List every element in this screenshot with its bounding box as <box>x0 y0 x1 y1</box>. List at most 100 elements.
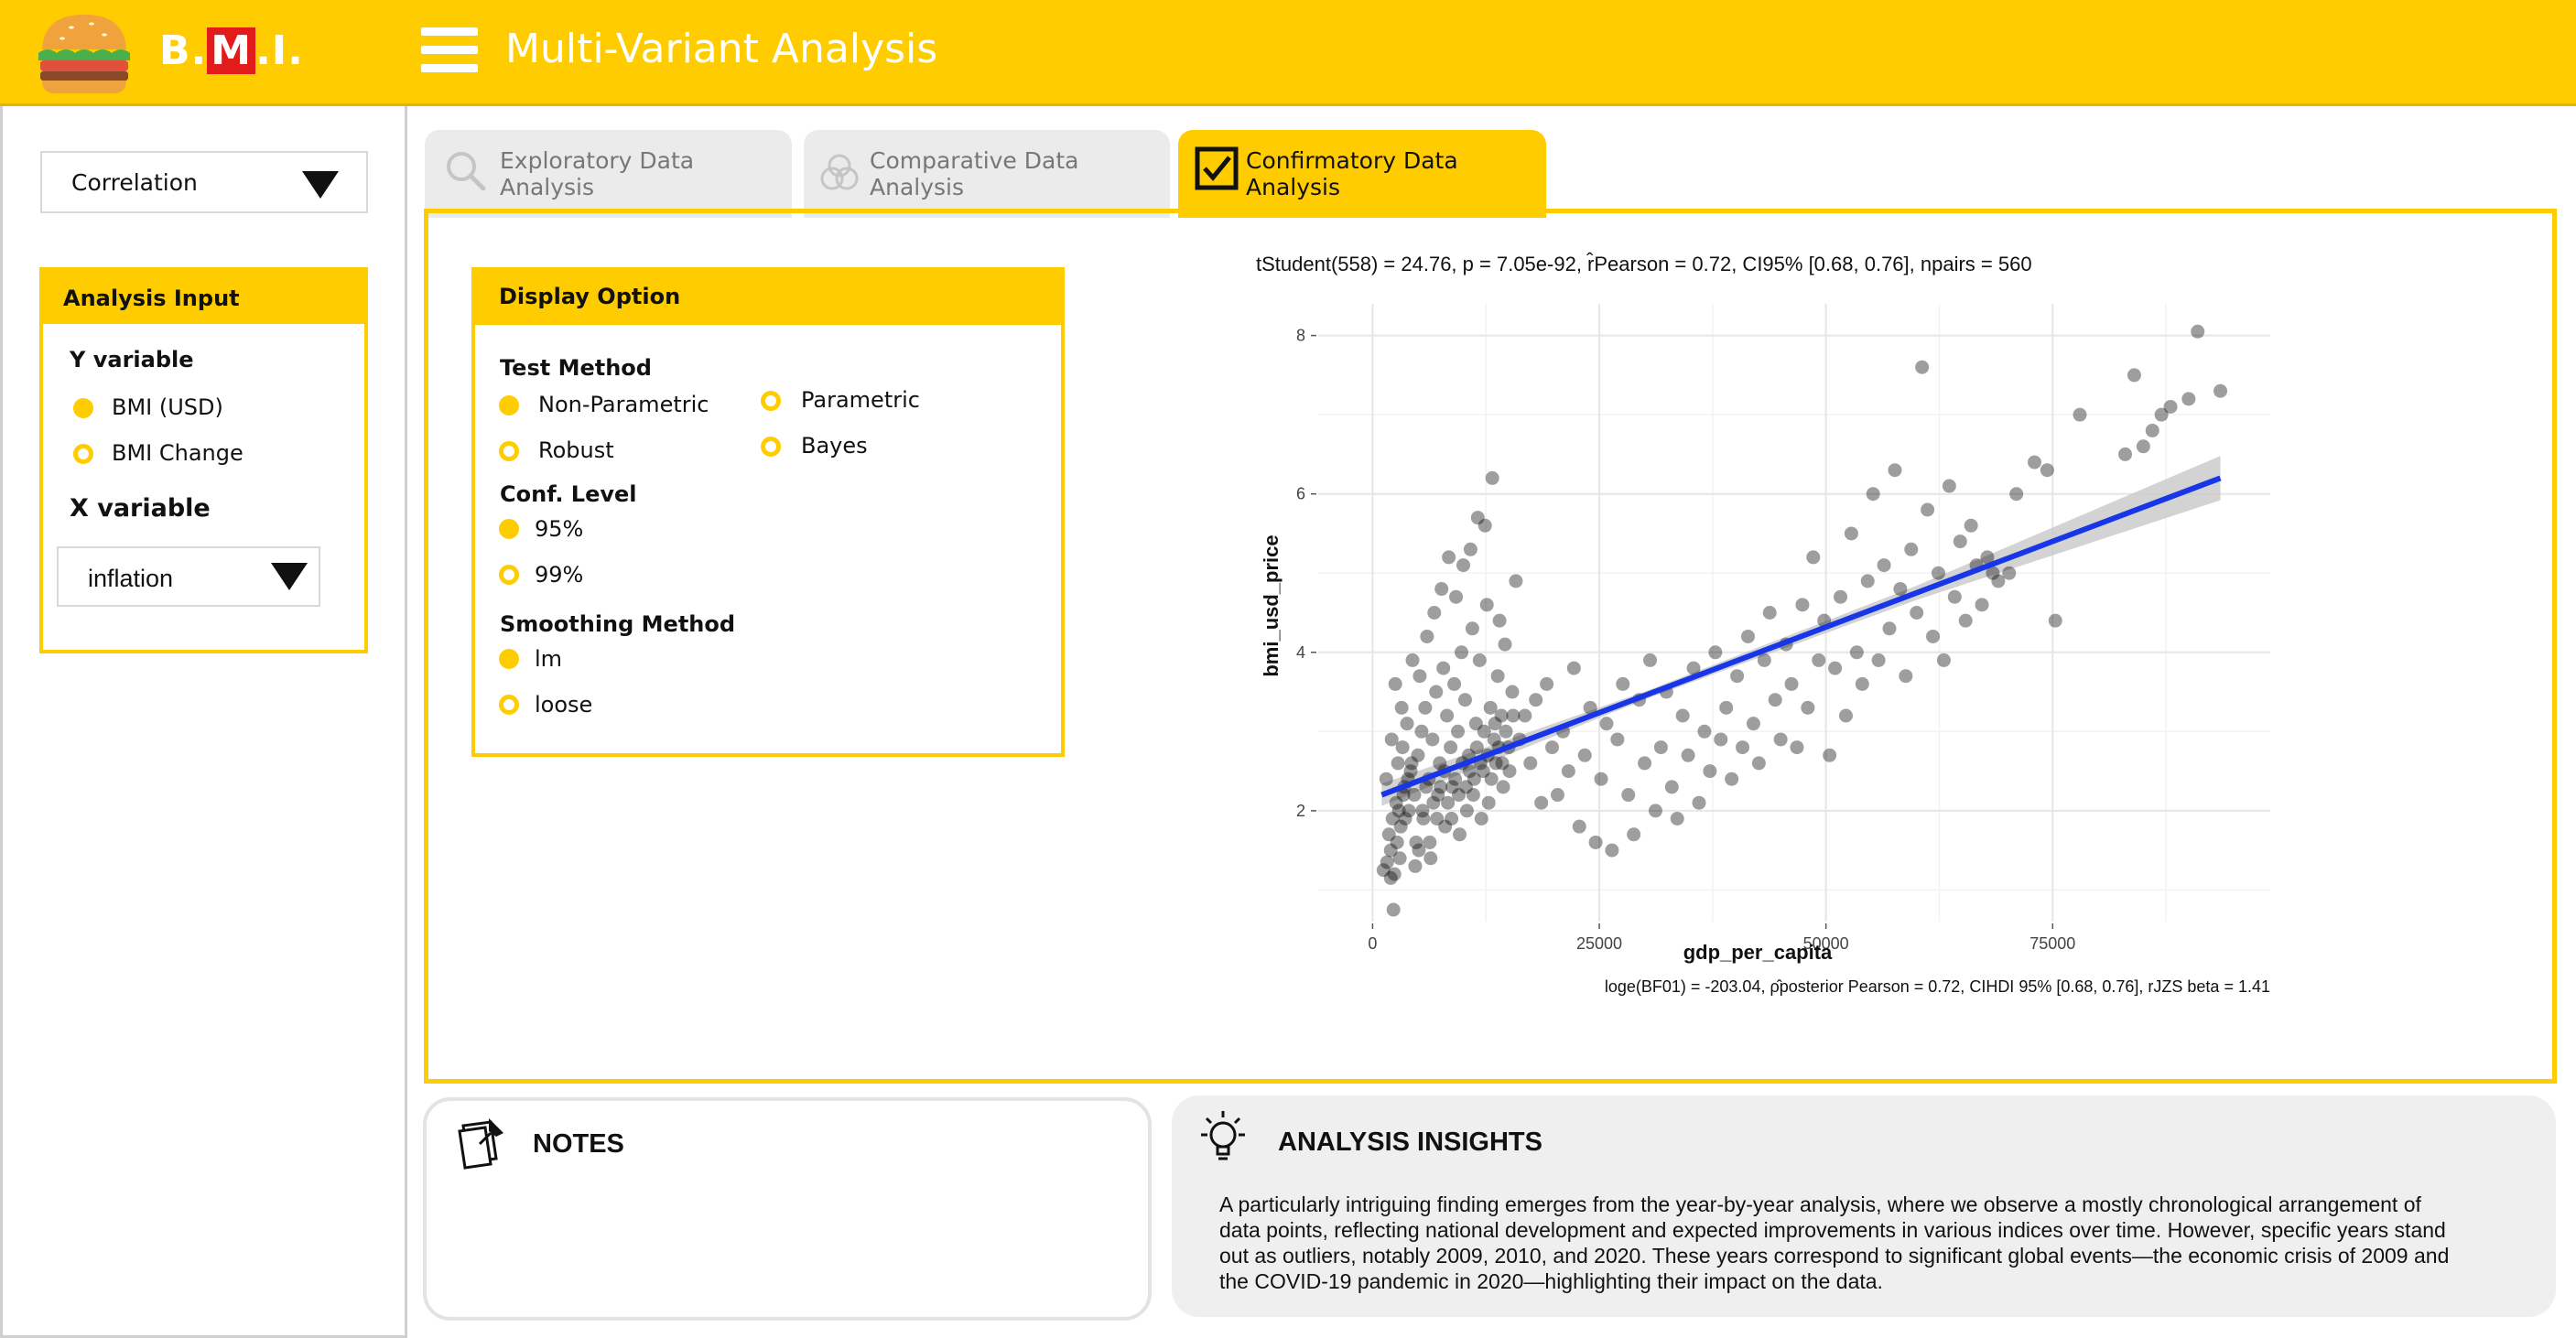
data-point <box>1686 661 1701 675</box>
burger-logo-icon <box>38 15 130 93</box>
data-point <box>1499 724 1513 739</box>
data-points <box>1376 324 2228 917</box>
x-variable-value: inflation <box>88 565 174 592</box>
data-point <box>1403 764 1418 779</box>
data-point <box>1453 827 1467 842</box>
data-point <box>1431 788 1445 803</box>
data-point <box>1492 613 1507 628</box>
data-point <box>1910 606 1924 620</box>
data-point <box>1991 574 2006 588</box>
data-point <box>1664 780 1679 794</box>
fit-line <box>1380 475 2222 798</box>
data-point <box>1844 526 1858 541</box>
radio-non-parametric[interactable] <box>499 395 519 415</box>
radio-robust-label: Robust <box>538 437 614 463</box>
radio-parametric-label: Parametric <box>801 387 920 413</box>
radio-loose[interactable] <box>499 695 519 715</box>
data-point <box>1391 804 1406 818</box>
data-point <box>1449 589 1464 604</box>
data-point <box>1773 732 1788 747</box>
x-tick-label: 25000 <box>1576 934 1622 953</box>
radio-robust[interactable] <box>499 441 519 461</box>
radio-bmi-usd[interactable] <box>73 398 93 418</box>
data-point <box>1566 661 1581 675</box>
data-point <box>1899 669 1913 684</box>
radio-lm[interactable] <box>499 649 519 669</box>
display-option-title: Display Option <box>471 267 1065 325</box>
data-point <box>1860 574 1875 588</box>
data-point <box>1391 756 1405 771</box>
data-point <box>1627 827 1641 842</box>
data-point <box>1540 676 1554 691</box>
x-axis-label: gdp_per_capita <box>1683 941 1833 964</box>
data-point <box>1481 795 1496 810</box>
note-pin-icon <box>458 1118 503 1170</box>
radio-99-label: 99% <box>535 562 584 588</box>
data-point <box>1477 518 1492 533</box>
data-point <box>2136 439 2150 454</box>
data-point <box>1498 637 1512 652</box>
data-point <box>1440 708 1455 723</box>
data-point <box>1427 606 1442 620</box>
y-tick-label: 8 <box>1296 327 1305 345</box>
data-point <box>1459 804 1474 818</box>
data-point <box>1415 804 1430 818</box>
data-point <box>1725 772 1739 786</box>
x-variable-select[interactable]: inflation <box>57 546 320 607</box>
data-point <box>1838 708 1853 723</box>
data-point <box>1534 795 1549 810</box>
data-point <box>1577 748 1592 762</box>
data-point <box>1502 764 1517 779</box>
data-point <box>1466 788 1480 803</box>
data-point <box>2145 423 2159 437</box>
insights-panel <box>1172 1095 2556 1317</box>
radio-99[interactable] <box>499 565 519 585</box>
notes-panel[interactable] <box>423 1097 1152 1321</box>
data-point <box>1877 558 1891 573</box>
data-point <box>1412 843 1426 858</box>
data-point <box>1768 693 1782 707</box>
data-point <box>1757 653 1771 667</box>
data-point <box>1412 669 1427 684</box>
analysis-type-select[interactable]: Correlation <box>40 151 368 213</box>
data-point <box>2009 487 2024 502</box>
menu-icon[interactable] <box>421 27 478 77</box>
data-point <box>1384 732 1399 747</box>
chart-caption: loge(BF01) = -203.04, ρ̂posterior Pearso… <box>1605 977 2270 996</box>
insights-text: A particularly intriguing finding emerge… <box>1219 1192 2519 1294</box>
data-point <box>1975 598 1989 612</box>
radio-non-parametric-label: Non-Parametric <box>538 392 709 417</box>
tab-confirmatory[interactable]: Confirmatory Data Analysis <box>1178 130 1546 218</box>
lightbulb-icon <box>1201 1111 1245 1160</box>
tab-comparative[interactable]: Comparative Data Analysis <box>804 130 1170 218</box>
radio-parametric[interactable] <box>761 391 781 411</box>
data-point <box>1400 717 1414 731</box>
data-point <box>1828 661 1843 675</box>
data-point <box>1980 550 1995 565</box>
insights-line: the COVID-19 pandemic in 2020—highlighti… <box>1219 1269 1883 1293</box>
radio-bayes[interactable] <box>761 437 781 457</box>
data-point <box>1451 724 1466 739</box>
data-point <box>1888 463 1902 478</box>
data-point <box>1380 855 1394 869</box>
data-point <box>1385 812 1400 825</box>
tab-exploratory[interactable]: Exploratory Data Analysis <box>425 130 792 218</box>
data-point <box>1445 780 1460 794</box>
data-point <box>1561 764 1575 779</box>
radio-95[interactable] <box>499 519 519 539</box>
data-point <box>1958 613 1973 628</box>
data-point <box>1411 748 1425 762</box>
data-point <box>1523 756 1538 771</box>
data-point <box>1444 740 1458 755</box>
data-point <box>1736 740 1750 755</box>
data-point <box>1494 708 1509 723</box>
data-point <box>1393 819 1408 834</box>
data-point <box>1643 653 1658 667</box>
radio-bmi-change[interactable] <box>73 444 93 464</box>
data-point <box>1610 732 1625 747</box>
data-point <box>1416 812 1431 825</box>
data-point <box>2073 407 2087 422</box>
data-point <box>1458 780 1473 794</box>
insights-line: out as outliers, notably 2009, 2010, and… <box>1219 1244 2450 1268</box>
y-axis-label: bmi_usd_price <box>1260 534 1283 676</box>
